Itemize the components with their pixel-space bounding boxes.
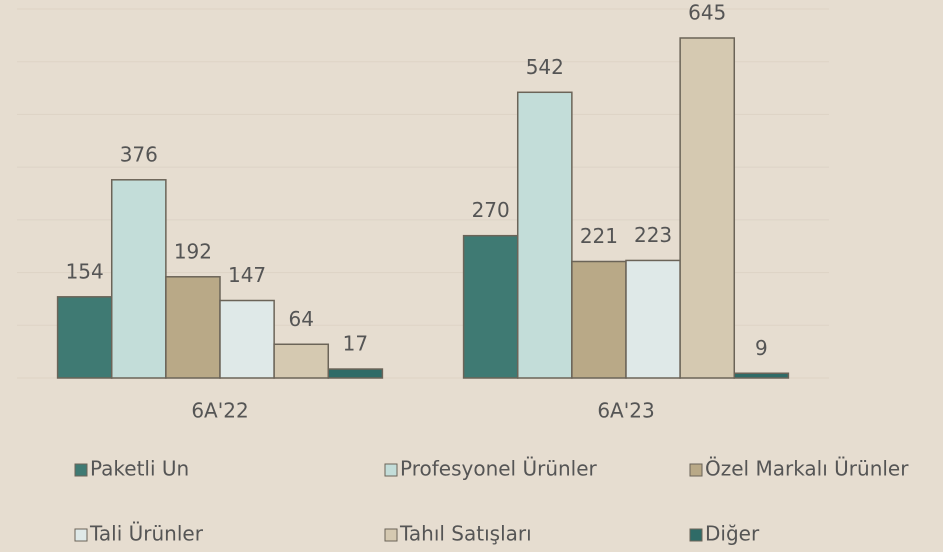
data-label: 221 <box>580 224 618 248</box>
data-label: 223 <box>634 223 672 247</box>
bar <box>165 276 221 379</box>
legend-swatch <box>74 463 88 477</box>
bar <box>571 260 627 379</box>
bar <box>56 296 113 379</box>
data-label: 64 <box>288 307 313 331</box>
bar <box>733 372 790 379</box>
bar <box>516 91 573 379</box>
bar <box>625 259 681 379</box>
data-label: 147 <box>228 263 266 287</box>
bar <box>273 343 330 379</box>
bar <box>679 37 736 379</box>
data-label: 270 <box>472 198 510 222</box>
legend-label: Paketli Un <box>90 457 189 481</box>
legend-label: Tali Ürünler <box>89 522 204 546</box>
x-tick-label: 6A'23 <box>597 399 654 423</box>
legend-swatch <box>384 463 398 477</box>
x-tick-label: 6A'22 <box>191 399 248 423</box>
legend-label: Özel Markalı Ürünler <box>705 457 909 481</box>
legend-label: Tahıl Satışları <box>399 522 532 546</box>
data-label: 9 <box>755 336 768 360</box>
bar <box>219 299 275 379</box>
data-label: 192 <box>174 239 212 263</box>
data-label: 542 <box>526 55 564 79</box>
data-label: 154 <box>66 259 104 283</box>
legend-label: Diğer <box>705 522 760 546</box>
data-label: 17 <box>343 332 368 356</box>
bar <box>462 234 519 379</box>
data-label: 645 <box>688 0 726 24</box>
legend-swatch <box>689 528 703 542</box>
legend-swatch <box>689 463 703 477</box>
bar <box>110 179 167 379</box>
legend-swatch <box>384 528 398 542</box>
legend-swatch <box>74 528 88 542</box>
legend-label: Profesyonel Ürünler <box>400 457 598 481</box>
data-label: 376 <box>120 142 158 166</box>
bar <box>327 368 384 379</box>
